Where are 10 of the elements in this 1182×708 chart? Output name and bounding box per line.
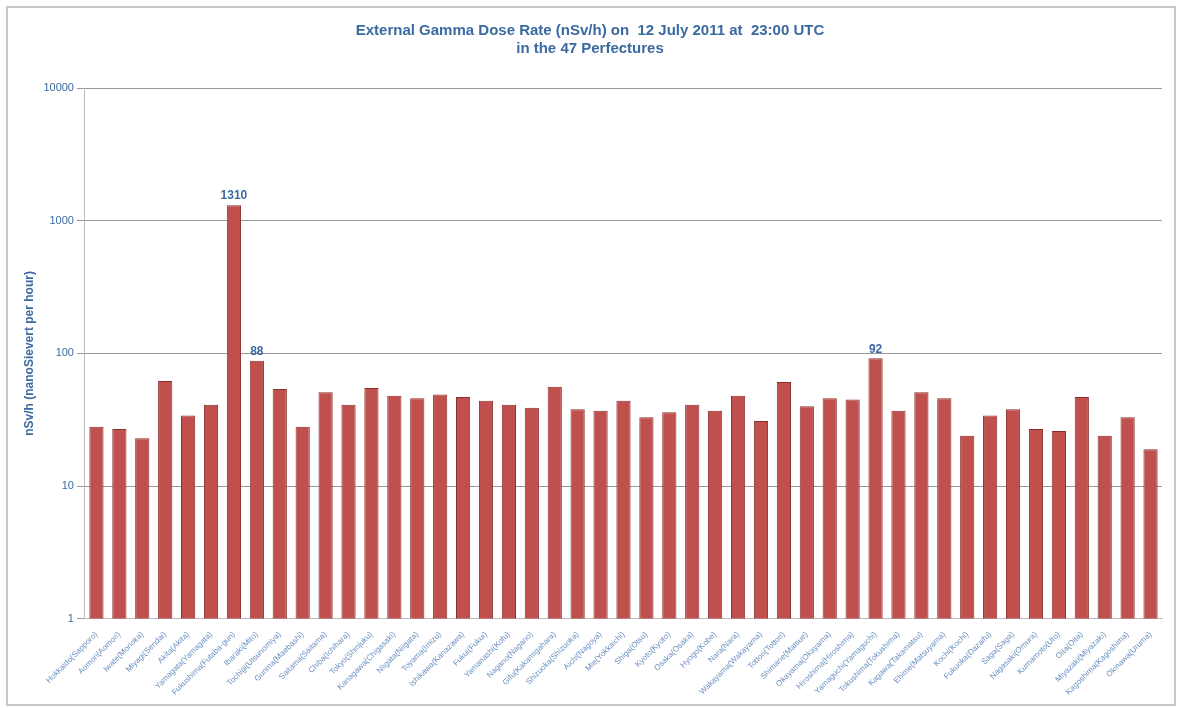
y-tick-label: 100 [55, 346, 74, 359]
chart-title: External Gamma Dose Rate (nSv/h) on 12 July 2011 at 23:00 UTC in the 47 Perfectures [355, 21, 825, 57]
y-tick-label: 1000 [49, 213, 74, 226]
y-tick-label: 10 [61, 479, 74, 492]
y-axis-title: nSv/h (nanoSievert per hour) [21, 271, 36, 436]
y-tick-label: 1 [67, 611, 74, 624]
data-label: 1310 [220, 188, 248, 203]
y-tick-label: 10000 [43, 81, 74, 94]
data-label: 92 [868, 341, 883, 356]
data-label: 88 [250, 344, 264, 359]
